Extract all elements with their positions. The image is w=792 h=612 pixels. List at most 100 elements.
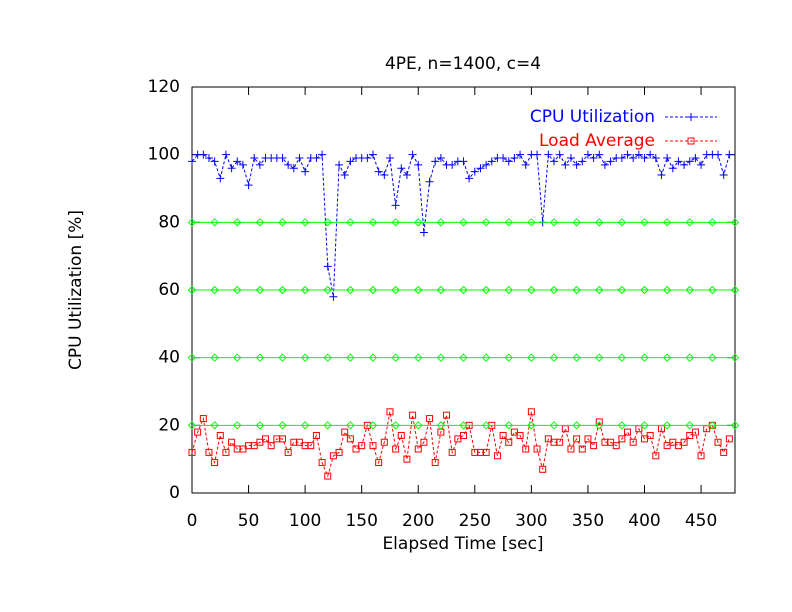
y-tick-label: 120 (148, 77, 180, 97)
point (595, 421, 604, 430)
point (227, 164, 236, 173)
point (323, 353, 332, 362)
point (578, 157, 587, 166)
point (578, 445, 586, 453)
point (414, 445, 422, 453)
point (233, 353, 242, 362)
point (549, 218, 559, 227)
point (323, 218, 332, 227)
point (595, 285, 604, 295)
point (346, 218, 355, 227)
point (397, 164, 406, 173)
point (392, 445, 400, 453)
point (527, 421, 536, 430)
point (680, 438, 688, 446)
point (233, 218, 242, 227)
point (505, 438, 513, 446)
point (403, 455, 411, 463)
point (459, 421, 468, 430)
point (714, 150, 723, 159)
point (346, 353, 355, 362)
point (460, 431, 467, 439)
point (720, 448, 728, 456)
y-axis-label: CPU Utilization [%] (66, 210, 86, 370)
point (210, 421, 219, 430)
point (481, 285, 491, 295)
point (527, 218, 536, 227)
point (278, 353, 287, 362)
point (555, 150, 564, 159)
point (549, 353, 559, 362)
point (323, 285, 332, 295)
point (510, 428, 518, 436)
point (459, 353, 468, 362)
point (238, 160, 247, 169)
point (549, 285, 559, 295)
point (391, 201, 400, 210)
point (409, 411, 417, 419)
point (572, 160, 581, 169)
point (278, 285, 287, 295)
point (368, 353, 378, 362)
point (300, 353, 310, 362)
point (685, 421, 694, 430)
point (572, 218, 581, 227)
legend-label: CPU Utilization (530, 107, 655, 127)
point (307, 442, 315, 450)
point (561, 425, 569, 433)
point (663, 154, 672, 163)
point (629, 154, 638, 163)
point (606, 157, 615, 166)
point (346, 157, 355, 166)
legend-marker (687, 113, 695, 121)
x-tick-label: 100 (289, 511, 321, 531)
point (504, 421, 513, 430)
point (188, 448, 196, 456)
point (662, 353, 672, 362)
point (255, 285, 265, 295)
point (668, 164, 677, 173)
point (318, 459, 326, 467)
point (567, 445, 575, 453)
point (583, 150, 592, 159)
point (533, 150, 542, 159)
x-tick-label: 200 (402, 511, 434, 531)
point (205, 448, 213, 456)
point (465, 174, 474, 183)
point (674, 157, 683, 166)
point (674, 442, 682, 450)
point (719, 170, 728, 179)
point (550, 157, 558, 166)
point (397, 431, 405, 439)
point (527, 353, 536, 362)
point (685, 353, 694, 362)
point (527, 408, 535, 416)
point (199, 415, 207, 423)
point (300, 421, 310, 430)
point (482, 160, 491, 169)
point (255, 160, 264, 169)
point (375, 459, 383, 467)
point (504, 285, 513, 295)
point (244, 181, 253, 190)
point (730, 285, 740, 295)
point (278, 218, 287, 227)
point (499, 431, 507, 439)
point (391, 218, 400, 227)
y-tick-label: 60 (158, 280, 180, 300)
point (595, 353, 604, 362)
point (414, 160, 423, 169)
point (318, 150, 327, 159)
point (346, 435, 354, 443)
point (414, 353, 423, 362)
point (369, 442, 377, 450)
point (730, 218, 740, 227)
point (662, 218, 672, 227)
point (624, 428, 632, 436)
point (561, 160, 570, 169)
point (300, 218, 310, 227)
point (431, 157, 440, 166)
point (549, 421, 559, 430)
point (188, 157, 196, 166)
point (278, 154, 287, 163)
